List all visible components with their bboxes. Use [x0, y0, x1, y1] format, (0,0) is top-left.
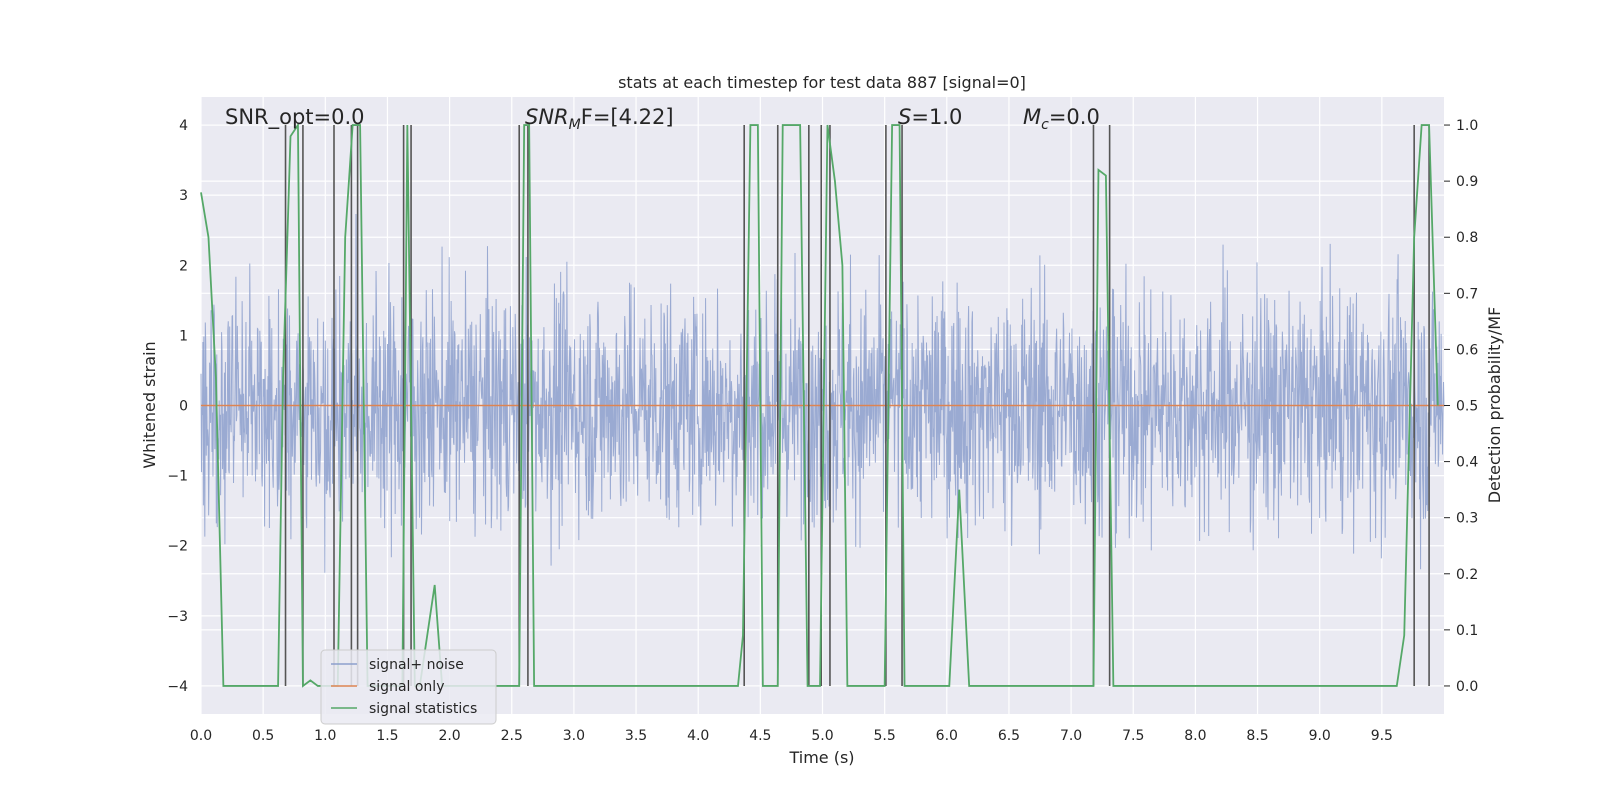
legend-label-signal-only: signal only — [369, 679, 444, 695]
left-y-tick-label-8: 4 — [179, 118, 188, 134]
x-tick-labels: 0.0 0.5 1.0 1.5 2.0 2.5 3.0 3.5 4.0 4.5 5.0 5.5 6.0 6… — [190, 728, 1393, 744]
right-y-tick-label-8: 0.8 — [1456, 230, 1478, 246]
x-tick-label-17: 8.5 — [1246, 728, 1268, 744]
x-tick-label-11: 5.5 — [874, 728, 896, 744]
right-y-tick-label-2: 0.2 — [1456, 567, 1478, 583]
x-tick-label-6: 3.0 — [563, 728, 585, 744]
left-y-tick-label-3: −1 — [167, 469, 188, 485]
left-y-tick-label-6: 2 — [179, 258, 188, 274]
left-y-tick-label-4: 0 — [179, 399, 188, 415]
right-y-tick-label-0: 0.0 — [1456, 679, 1478, 695]
legend-label-signal-statistics: signal statistics — [369, 701, 477, 717]
x-tick-label-0: 0.0 — [190, 728, 212, 744]
x-tick-label-10: 5.0 — [811, 728, 833, 744]
left-y-axis-label: Whitened strain — [140, 341, 159, 468]
right-y-tick-label-6: 0.6 — [1456, 342, 1478, 358]
legend-box — [320, 649, 497, 725]
left-y-tick-label-7: 3 — [179, 188, 188, 204]
right-y-axis-label: Detection probability/MF — [1485, 307, 1504, 504]
x-tick-label-13: 6.5 — [998, 728, 1020, 744]
x-tick-label-15: 7.5 — [1122, 728, 1144, 744]
x-tick-label-19: 9.5 — [1371, 728, 1393, 744]
mc-rest: =0.0 — [1049, 105, 1100, 129]
left-y-tick-label-0: −4 — [167, 679, 188, 695]
x-tick-label-7: 3.5 — [625, 728, 647, 744]
left-y-tick-labels: −4 −3 −2 −1 0 1 2 3 4 — [167, 118, 188, 695]
s-italic: S — [898, 105, 911, 129]
snr-mf-sub: M — [569, 117, 581, 133]
x-tick-label-5: 2.5 — [501, 728, 523, 744]
mc-sub: c — [1041, 117, 1049, 133]
series-signal-noise — [200, 214, 1445, 573]
right-y-tick-label-9: 0.9 — [1456, 174, 1478, 190]
right-y-tick-label-1: 0.1 — [1456, 623, 1478, 639]
x-tick-label-18: 9.0 — [1309, 728, 1331, 744]
left-y-tick-label-5: 1 — [179, 328, 188, 344]
x-axis-label: Time (s) — [788, 748, 854, 767]
annotation-snr-mf: SNRMF=[4.22] — [525, 105, 674, 133]
right-y-tick-labels: 0.0 0.1 0.2 0.3 0.4 0.5 0.6 0.7 0.8 0.9 1.0 — [1444, 118, 1478, 695]
s-rest: =1.0 — [911, 105, 962, 129]
right-y-tick-label-3: 0.3 — [1456, 511, 1478, 527]
snr-mf-italic: SNR — [525, 105, 569, 129]
mc-italic: M — [1023, 105, 1041, 129]
series-signal-statistics — [200, 122, 1439, 688]
left-y-tick-label-2: −2 — [167, 539, 188, 555]
x-tick-label-1: 0.5 — [252, 728, 274, 744]
left-y-tick-label-1: −3 — [167, 609, 188, 625]
right-y-tick-label-4: 0.4 — [1456, 455, 1478, 471]
annotation-s: S=1.0 — [898, 105, 962, 129]
legend-label-signal-noise: signal+ noise — [369, 657, 464, 673]
legend: signal+ noise signal only signal statist… — [320, 649, 497, 725]
x-tick-label-16: 8.0 — [1184, 728, 1206, 744]
annotation-snr-opt: SNR_opt=0.0 — [225, 105, 365, 130]
x-tick-label-4: 2.0 — [438, 728, 460, 744]
x-tick-label-9: 4.5 — [749, 728, 771, 744]
x-tick-label-14: 7.0 — [1060, 728, 1082, 744]
x-tick-label-3: 1.5 — [376, 728, 398, 744]
x-tick-label-2: 1.0 — [314, 728, 336, 744]
statistics-line — [200, 122, 1439, 688]
x-tick-label-12: 6.0 — [936, 728, 958, 744]
x-tick-label-8: 4.0 — [687, 728, 709, 744]
right-y-tick-label-5: 0.5 — [1456, 399, 1478, 415]
right-y-tick-label-10: 1.0 — [1456, 118, 1478, 134]
noise-trace — [200, 214, 1445, 573]
chart-title: stats at each timestep for test data 887… — [618, 73, 1026, 92]
annotation-mc: Mc=0.0 — [1023, 105, 1100, 133]
right-y-tick-label-7: 0.7 — [1456, 286, 1478, 302]
snr-mf-rest: F=[4.22] — [581, 105, 674, 129]
